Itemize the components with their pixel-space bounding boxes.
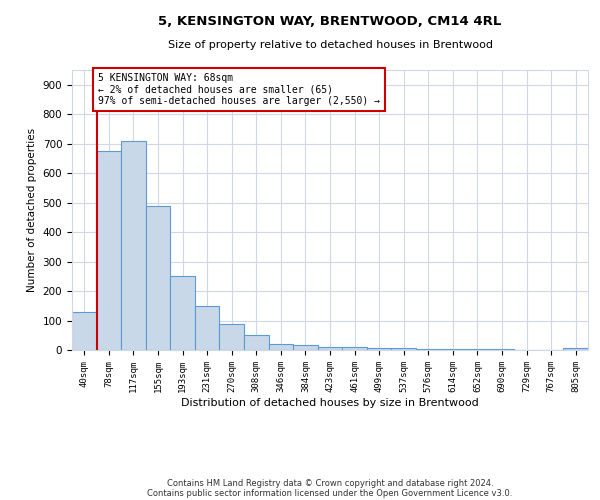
Bar [269,344,293,350]
Bar [318,347,342,350]
Bar [72,312,97,350]
Bar [146,206,170,350]
Bar [563,348,588,350]
Bar [367,348,391,350]
Bar [244,334,269,350]
Bar [293,344,318,350]
Bar [195,306,220,350]
X-axis label: Distribution of detached houses by size in Brentwood: Distribution of detached houses by size … [181,398,479,407]
Y-axis label: Number of detached properties: Number of detached properties [27,128,37,292]
Text: Contains HM Land Registry data © Crown copyright and database right 2024.: Contains HM Land Registry data © Crown c… [167,478,493,488]
Text: Contains public sector information licensed under the Open Government Licence v3: Contains public sector information licen… [148,488,512,498]
Text: 5 KENSINGTON WAY: 68sqm
← 2% of detached houses are smaller (65)
97% of semi-det: 5 KENSINGTON WAY: 68sqm ← 2% of detached… [98,73,380,106]
Bar [416,348,440,350]
Bar [121,140,146,350]
Bar [391,348,416,350]
Bar [490,349,514,350]
Text: Size of property relative to detached houses in Brentwood: Size of property relative to detached ho… [167,40,493,50]
Bar [170,276,195,350]
Bar [465,349,490,350]
Bar [342,347,367,350]
Bar [220,324,244,350]
Text: 5, KENSINGTON WAY, BRENTWOOD, CM14 4RL: 5, KENSINGTON WAY, BRENTWOOD, CM14 4RL [158,15,502,28]
Bar [97,151,121,350]
Bar [440,349,465,350]
